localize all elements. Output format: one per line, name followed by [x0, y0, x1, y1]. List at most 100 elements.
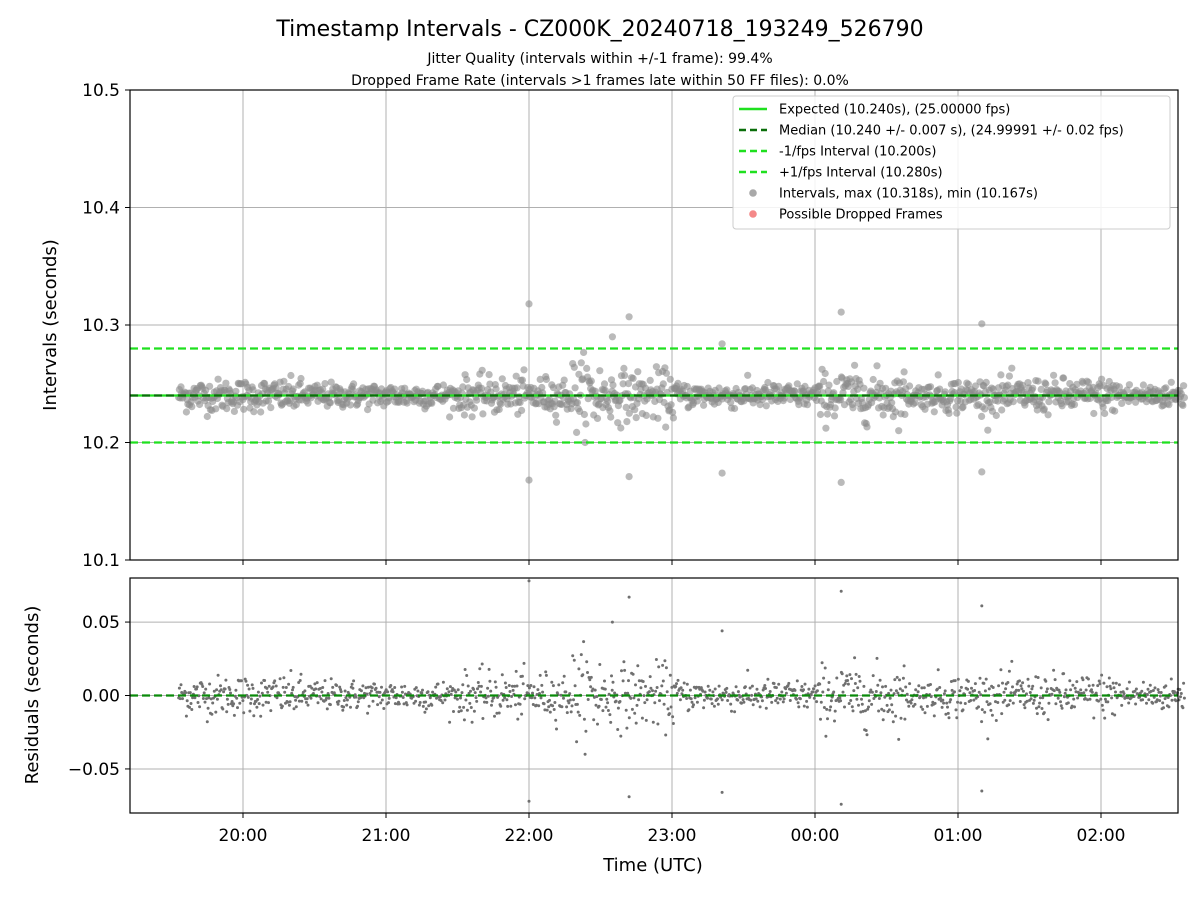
residual-point [529, 684, 533, 687]
interval-point [669, 414, 678, 422]
residual-point [287, 703, 291, 707]
residual-point [497, 711, 501, 715]
residual-point [736, 690, 740, 694]
residual-point [682, 681, 686, 685]
residual-point [819, 717, 822, 721]
residual-point [620, 669, 623, 673]
interval-point [350, 380, 358, 388]
residual-point [970, 686, 973, 690]
residual-point [864, 729, 868, 732]
interval-point [240, 405, 248, 413]
residual-point [459, 709, 463, 713]
residual-point [746, 668, 750, 672]
interval-point [434, 382, 442, 390]
residual-point [300, 699, 304, 703]
residual-point [854, 672, 858, 676]
residual-point [572, 698, 575, 702]
residual-point [1141, 680, 1145, 684]
residual-point [642, 694, 646, 698]
residual-point [369, 689, 373, 693]
residual-point [872, 697, 876, 700]
residual-point [845, 674, 849, 678]
residual-point [588, 678, 592, 682]
chart-subtitle-dropped: Dropped Frame Rate (intervals >1 frames … [351, 73, 849, 89]
residual-point [289, 669, 293, 672]
interval-point [926, 383, 935, 391]
residual-point [947, 716, 951, 720]
residual-point [871, 674, 875, 678]
interval-point [587, 377, 595, 385]
residual-point [851, 709, 855, 713]
interval-point [825, 381, 833, 389]
interval-point [895, 427, 903, 435]
residual-point [356, 704, 359, 708]
interval-point [1165, 401, 1173, 409]
interval-point [954, 378, 962, 387]
interval-point [560, 376, 568, 384]
residual-point [282, 676, 286, 680]
residual-point [980, 789, 984, 793]
residual-point [1045, 687, 1049, 691]
residual-point [913, 702, 917, 706]
top-y-tick-label: 10.5 [82, 81, 120, 101]
interval-point [391, 385, 399, 393]
residual-point [664, 733, 668, 737]
residual-point [643, 701, 647, 705]
residual-point [815, 689, 819, 693]
residual-point [1182, 681, 1186, 685]
interval-point [634, 368, 642, 376]
interval-point [1132, 398, 1140, 406]
interval-point [460, 411, 468, 419]
residual-point [515, 684, 519, 688]
residual-point [938, 686, 942, 689]
residual-point [177, 686, 181, 690]
interval-point [261, 379, 269, 388]
residual-point [191, 696, 195, 700]
interval-point [791, 387, 799, 396]
residual-point [860, 702, 864, 706]
residual-point [592, 718, 596, 722]
residual-point [223, 687, 227, 691]
residual-point [929, 695, 933, 699]
residual-point [818, 682, 822, 686]
interval-point [1034, 377, 1042, 385]
interval-point [667, 401, 675, 409]
interval-point [463, 375, 471, 384]
interval-point [498, 375, 506, 383]
interval-point [936, 385, 944, 393]
residual-point [284, 686, 288, 689]
residual-point [1032, 698, 1036, 702]
residual-point [613, 691, 617, 695]
interval-point [997, 371, 1005, 379]
residual-point [548, 698, 551, 702]
interval-point [964, 380, 973, 388]
interval-point [552, 411, 560, 419]
residual-point [1079, 691, 1083, 695]
residual-point [503, 681, 507, 685]
residual-point [819, 700, 823, 704]
residual-point [690, 700, 694, 704]
residual-point [1172, 690, 1176, 694]
interval-point [459, 383, 467, 391]
legend-label: Intervals, max (10.318s), min (10.167s) [779, 187, 1038, 202]
residual-point [624, 708, 628, 712]
interval-point [449, 404, 458, 412]
residual-point [1038, 696, 1042, 700]
interval-point [662, 423, 670, 431]
residual-point [1026, 677, 1030, 681]
residual-point [508, 690, 512, 693]
residual-point [826, 717, 829, 721]
residual-point [510, 684, 514, 688]
residual-point [1002, 690, 1006, 694]
residual-point [193, 696, 197, 700]
interval-point [608, 333, 617, 341]
interval-point [1024, 379, 1032, 387]
residual-point [465, 708, 469, 712]
residual-point [561, 681, 565, 685]
residual-point [1011, 701, 1015, 705]
residual-point [581, 673, 585, 677]
interval-point [803, 401, 812, 409]
residual-point [257, 702, 261, 706]
residual-point [1031, 684, 1035, 688]
residual-point [452, 710, 455, 713]
